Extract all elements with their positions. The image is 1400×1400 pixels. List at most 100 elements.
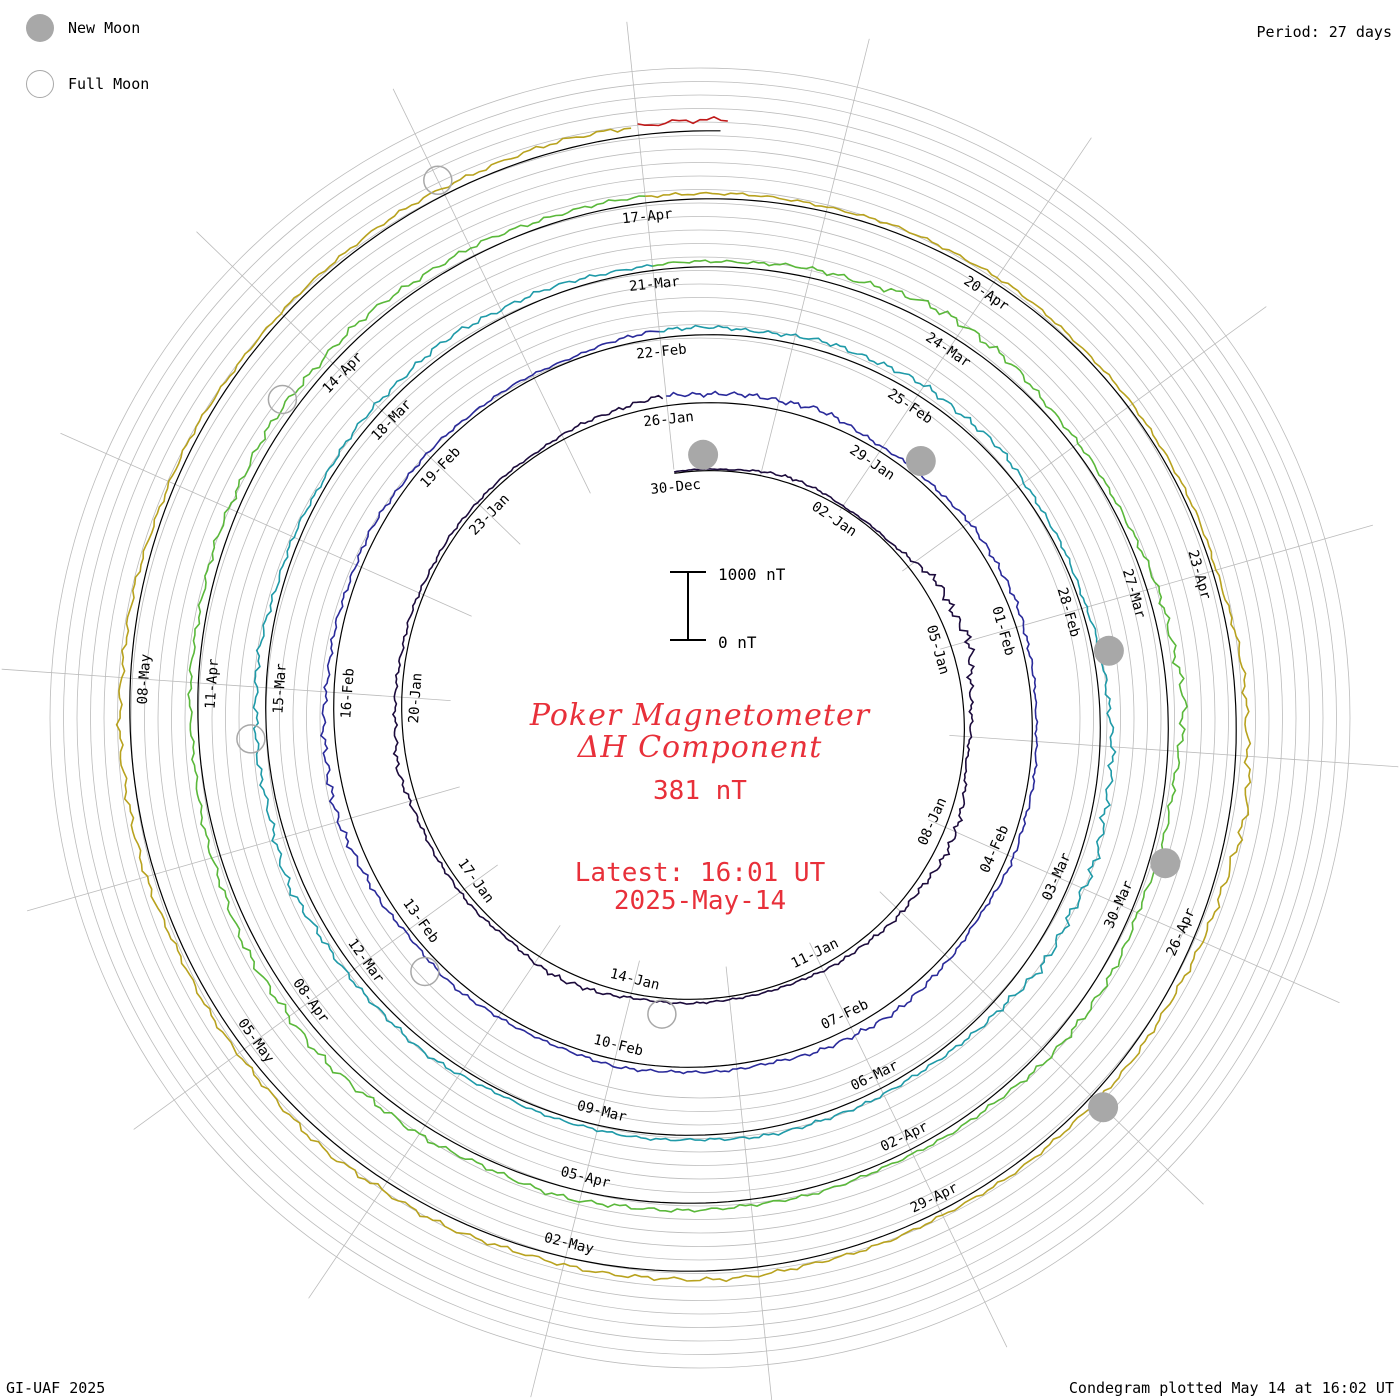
date-label: 02-Jan <box>809 499 860 541</box>
grid <box>1 21 1399 1400</box>
date-label: 25-Feb <box>885 386 936 428</box>
scale-bar-top-label: 1000 nT <box>718 565 786 584</box>
legend-full-moon-label: Full Moon <box>68 75 150 93</box>
chart-subtitle: ΔH Component <box>577 730 823 765</box>
moon-markers <box>236 165 1181 1123</box>
date-label: 17-Apr <box>621 206 673 227</box>
series-group <box>115 116 1252 1283</box>
full-moon-marker <box>647 999 677 1029</box>
date-label: 05-Jan <box>923 623 952 676</box>
grid-circle <box>130 148 1270 1288</box>
date-label: 18-Mar <box>368 397 415 444</box>
period-label: Period: 27 days <box>1256 23 1392 41</box>
grid-circle <box>63 81 1337 1355</box>
series-30-Dec <box>391 394 976 1005</box>
grid-circle <box>252 270 1148 1166</box>
footer-plot-time: Condegram plotted May 14 at 16:02 UT <box>1068 1379 1394 1397</box>
date-label: 23-Apr <box>1184 548 1213 601</box>
date-label: 22-Feb <box>636 341 688 362</box>
grid-circle <box>49 67 1351 1369</box>
date-label: 11-Jan <box>789 935 841 972</box>
date-label: 16-Feb <box>338 668 357 720</box>
grid-radial <box>308 925 561 1299</box>
new-moon-marker <box>1088 1092 1119 1123</box>
scale-bar: 1000 nT 0 nT <box>670 565 786 652</box>
footer-credit: GI-UAF 2025 <box>6 1379 106 1397</box>
full-moon-marker <box>410 956 440 987</box>
date-label: 23-Jan <box>466 491 513 538</box>
series-22-Feb <box>252 264 1117 1142</box>
grid-circle <box>117 135 1283 1301</box>
grid-circle <box>279 297 1121 1139</box>
series-21-Mar <box>187 195 1188 1213</box>
grid-radial <box>26 786 460 912</box>
legend-full-moon: Full Moon <box>26 70 149 98</box>
new-moon-marker <box>688 439 719 470</box>
date-label: 14-Apr <box>320 349 367 396</box>
date-label: 07-Feb <box>819 997 871 1034</box>
full-moon-marker <box>267 384 298 415</box>
grid-radial <box>196 231 521 545</box>
grid-radial <box>928 819 1340 1004</box>
current-value: 381 nT <box>653 776 747 806</box>
date-label: 30-Dec <box>650 477 702 498</box>
date-label: 20-Jan <box>406 672 425 724</box>
legend-new-moon: New Moon <box>26 14 140 42</box>
grid-circle <box>171 189 1229 1247</box>
date-label: 08-Apr <box>289 976 332 1026</box>
grid-circle <box>157 175 1243 1261</box>
grid-radial <box>809 942 1008 1348</box>
baseline-spiral <box>129 130 1237 1272</box>
chart-title: Poker Magnetometer <box>529 698 871 733</box>
scale-bar-bottom-label: 0 nT <box>718 633 757 652</box>
full-moon-icon <box>26 70 54 98</box>
full-moon-marker <box>236 724 266 754</box>
grid-radial <box>60 432 472 617</box>
grid-radial <box>949 735 1399 768</box>
grid-radial <box>133 864 498 1130</box>
grid-circle <box>184 202 1216 1234</box>
grid-radial <box>530 960 640 1398</box>
date-label: 19-Feb <box>417 444 464 491</box>
grid-radial <box>879 891 1204 1205</box>
new-moon-marker <box>905 446 936 476</box>
grid-radial <box>760 38 870 476</box>
series-17-Apr <box>115 127 1252 1283</box>
date-label: 29-Jan <box>847 442 898 484</box>
grid-radial <box>392 88 591 494</box>
date-label: 21-Mar <box>628 274 680 295</box>
full-moon-marker <box>423 165 453 196</box>
grid-circle <box>76 94 1324 1342</box>
grid-circle <box>144 162 1256 1274</box>
grid-circle <box>225 243 1175 1193</box>
grid-radial <box>626 21 675 470</box>
latest-time: Latest: 16:01 UT <box>574 858 826 888</box>
grid-circle <box>292 310 1108 1126</box>
grid-circle <box>90 108 1310 1328</box>
grid-circle <box>319 337 1081 1099</box>
date-label: 08-May <box>135 653 154 705</box>
date-label: 28-Feb <box>1054 586 1083 639</box>
grid-radial <box>940 524 1374 650</box>
grid-radial <box>725 966 773 1400</box>
grid-circle <box>103 121 1297 1315</box>
new-moon-marker <box>1150 848 1181 879</box>
grid-circle <box>211 229 1189 1207</box>
date-label: 15-Mar <box>270 663 289 715</box>
legend-new-moon-label: New Moon <box>68 19 141 37</box>
grid-radial <box>839 137 1092 511</box>
date-label: 26-Jan <box>643 409 695 430</box>
grid-circle <box>306 324 1094 1112</box>
new-moon-icon <box>26 14 54 42</box>
grid-radial <box>1 668 451 701</box>
latest-date: 2025-May-14 <box>613 886 787 916</box>
series-26-Jan <box>320 330 1039 1075</box>
grid-circle <box>238 256 1162 1180</box>
date-label: 11-Apr <box>203 658 222 710</box>
date-label: 01-Feb <box>988 605 1017 658</box>
new-moon-marker <box>1093 635 1124 666</box>
series-14-May <box>637 116 728 127</box>
date-label: 12-Mar <box>344 936 387 986</box>
